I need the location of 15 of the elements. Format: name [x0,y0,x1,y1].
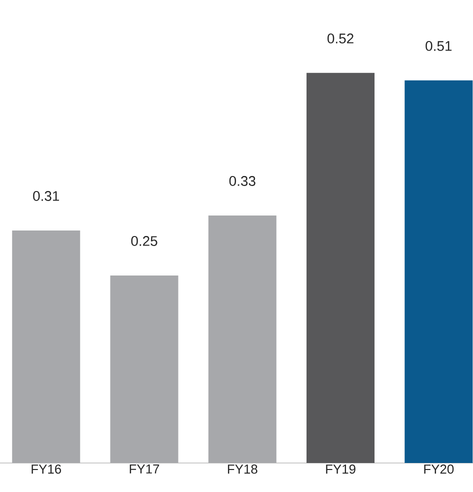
x-tick-label: FY18 [228,464,258,474]
bar [12,230,80,463]
bar [110,275,178,463]
x-tick-label: FY19 [326,464,356,474]
x-tick-label: FY20 [424,464,454,474]
data-label: 0.52 [327,34,354,44]
bar [404,80,473,463]
bar [306,72,375,463]
x-tick-label: FY16 [32,464,62,474]
x-tick-label: FY17 [130,464,160,474]
data-label: 0.51 [426,41,452,51]
data-label: 0.25 [131,236,158,246]
data-label: 0.31 [33,191,60,201]
bar [208,215,276,463]
data-label: 0.33 [229,176,256,186]
